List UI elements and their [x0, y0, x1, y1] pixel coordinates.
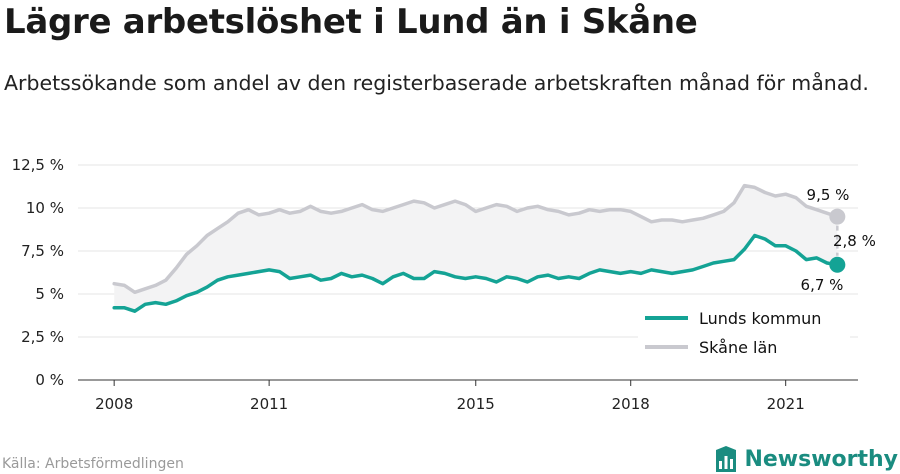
- y-axis: 0 % 2,5 % 5 % 7,5 % 10 % 12,5 %: [12, 156, 64, 389]
- x-tick-label: 2015: [457, 395, 495, 413]
- y-tick-label: 2,5 %: [21, 328, 64, 346]
- y-tick-label: 0 %: [35, 371, 64, 389]
- y-tick-label: 10 %: [26, 199, 64, 217]
- chart-title: Lägre arbetslöshet i Lund än i Skåne: [4, 2, 698, 42]
- label-difference: 2,8 %: [833, 232, 876, 250]
- label-lund-last: 6,7 %: [801, 276, 844, 294]
- legend-label-lund: Lunds kommun: [699, 309, 821, 328]
- x-tick-label: 2021: [767, 395, 805, 413]
- x-tick-label: 2011: [250, 395, 288, 413]
- legend-label-skane: Skåne län: [699, 338, 777, 357]
- x-tick-label: 2018: [612, 395, 650, 413]
- y-tick-label: 12,5 %: [12, 156, 64, 174]
- gap-area: [114, 185, 838, 312]
- series-line-skane: [112, 183, 840, 295]
- x-tick-label: 2008: [95, 395, 133, 413]
- y-tick-label: 5 %: [35, 285, 64, 303]
- series-line-lund: [112, 233, 840, 313]
- chart-subtitle: Arbetssökande som andel av den registerb…: [4, 71, 869, 95]
- endpoint-dot-skane: [829, 208, 846, 225]
- label-skane-last: 9,5 %: [807, 186, 850, 204]
- y-tick-label: 7,5 %: [21, 242, 64, 260]
- brand-logo: Newsworthy: [714, 446, 898, 472]
- endpoint-dot-lund: [829, 256, 846, 273]
- newsworthy-logo-icon: [716, 446, 737, 472]
- legend: Lunds kommun Skåne län: [638, 302, 850, 366]
- source-note: Källa: Arbetsförmedlingen: [2, 456, 184, 472]
- x-axis: 2008 2011 2015 2018 2021: [78, 379, 858, 413]
- legend-background: [638, 302, 850, 366]
- brand-name: Newsworthy: [744, 446, 898, 472]
